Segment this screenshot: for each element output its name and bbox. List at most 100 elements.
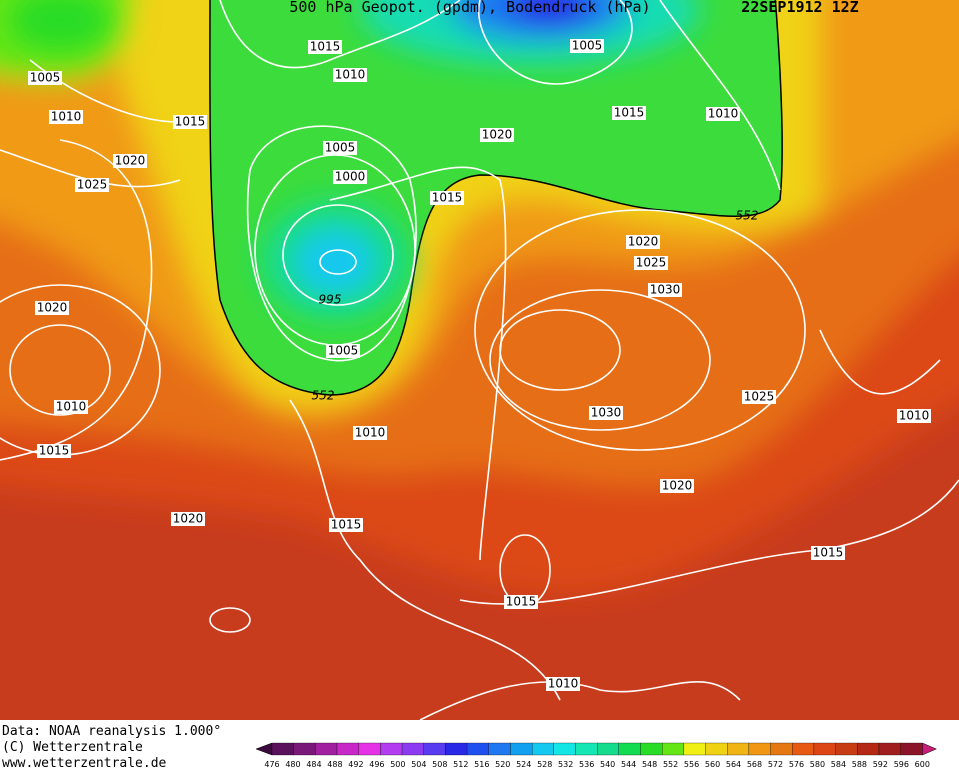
colorbar-end-high [922,742,937,756]
colorbar-label: 576 [789,760,804,769]
contour-label-box [811,546,845,560]
colorbar-swatch [770,742,793,756]
colorbar-label: 540 [600,760,615,769]
contour-label: 1010 [355,426,386,440]
contour-label-box [706,107,740,121]
contour-label: 1015 [506,595,537,609]
colorbar-swatch [597,742,619,756]
colorbar-swatch [575,742,598,756]
contour-label-box [648,283,682,297]
contour-label: 1015 [614,106,645,120]
colorbar-swatch [813,742,836,756]
contour-label: 1020 [173,512,204,526]
colorbar-label: 580 [810,760,825,769]
colorbar-swatch [271,742,294,756]
colorbar-swatch [857,742,880,756]
colorbar-label: 532 [558,760,573,769]
colorbar-swatch [662,742,685,756]
contour-label-box [113,154,147,168]
contour-label-box [634,256,668,270]
contour-label: 1010 [548,677,579,691]
colorbar-label: 544 [621,760,636,769]
colorbar-swatch [748,742,771,756]
contour-label-box [28,71,62,85]
contour-label-box [430,191,464,205]
footer-url: www.wetterzentrale.de [2,756,167,770]
colorbar-label: 592 [873,760,888,769]
colorbar-label: 536 [579,760,594,769]
contour-label: 1005 [572,39,603,53]
contour-label-box [173,115,207,129]
contour-label: 1005 [325,141,356,155]
contour-label-box [35,301,69,315]
colorbar-swatch [878,742,901,756]
contour-label: 1010 [708,107,739,121]
contour-label-box [546,677,580,691]
contour-label-box [612,106,646,120]
contour-label: 1000 [335,170,366,184]
contour-label-box [171,512,205,526]
colorbar-swatch [445,742,468,756]
contour-label: 1015 [331,518,362,532]
contour-label-box [589,406,623,420]
contour-label: 1020 [482,128,513,142]
colorbar-swatch [705,742,728,756]
map-title: 500 hPa Geopot. (gpdm), Bodendruck (hPa) [289,0,650,16]
colorbar-swatch [553,742,576,756]
footer-data: Data: NOAA reanalysis 1.000° [2,724,221,739]
contour-label: 1030 [591,406,622,420]
contour-label: 1020 [662,479,693,493]
contour-label: 1015 [813,546,844,560]
contour-label-box [626,235,660,249]
contour-label-box [353,426,387,440]
colorbar-label: 528 [537,760,552,769]
colorbar-label: 560 [705,760,720,769]
contour-label-box [323,141,357,155]
contour-label: 1015 [39,444,70,458]
contour-label: 1025 [77,178,108,192]
contour-label-box [333,170,367,184]
map-date: 22SEP1912 12Z [741,0,858,16]
isobars [0,0,959,720]
colorbar-swatch [423,742,446,756]
colorbar-swatch [315,742,338,756]
colorbar-swatch [618,742,641,756]
colorbar-label: 488 [327,760,342,769]
colorbar-swatch [727,742,750,756]
contour-label-box [308,40,342,54]
colorbar-label: 496 [369,760,384,769]
contour-label-box [333,68,367,82]
colorbar-swatch [792,742,815,756]
colorbar-swatch [488,742,511,756]
colorbar-label: 492 [348,760,363,769]
colorbar-swatch [683,742,706,756]
colorbar-swatch [900,742,923,756]
colorbar-swatch [336,742,359,756]
colorbar-label: 556 [684,760,699,769]
contour-label-box [897,409,931,423]
colorbar-label: 596 [894,760,909,769]
contour-label-box [37,444,71,458]
contour-label: 1020 [628,235,659,249]
contour-label: 995 [319,293,342,307]
contour-label: 1010 [899,409,930,423]
colorbar-label: 512 [453,760,468,769]
colorbar-swatch [531,742,554,756]
contour-label-box [75,178,109,192]
colorbar: 476 480 484 488 492 496 500 504 508 512 516 520 524 5… [255,742,937,769]
contour-label-box [326,344,360,358]
contour-label: 1010 [335,68,366,82]
colorbar-label: 516 [474,760,489,769]
contour-label: 1010 [51,110,82,124]
contour-label-box [660,479,694,493]
colorbar-label: 480 [285,760,300,769]
contour-label: 1025 [636,256,667,270]
contour-label: 1015 [175,115,206,129]
colorbar-swatch [380,742,403,756]
colorbar-swatch [358,742,381,756]
colorbar-label: 500 [390,760,405,769]
colorbar-swatch [640,742,663,756]
contour-label: 1025 [744,390,775,404]
contour-label: 1020 [115,154,146,168]
